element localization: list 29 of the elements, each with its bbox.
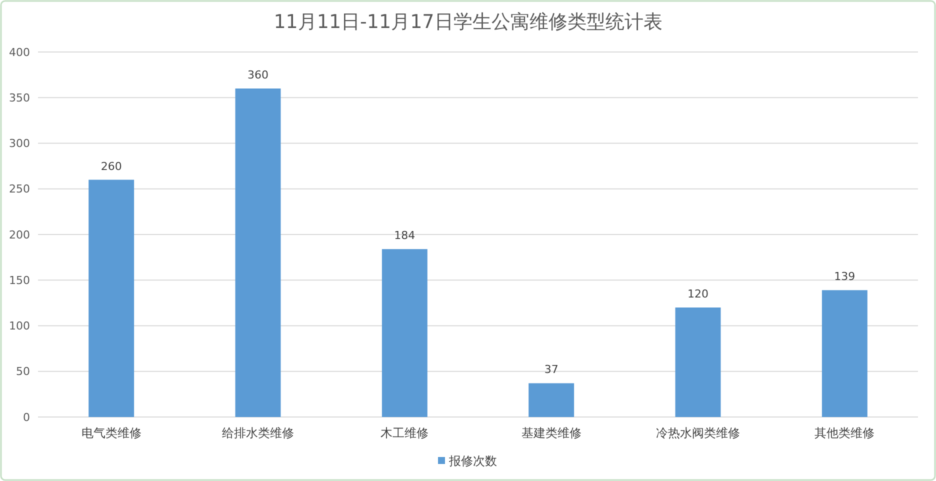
- y-tick-label: 100: [9, 320, 30, 333]
- y-tick-label: 300: [9, 137, 30, 150]
- chart-title: 11月11日-11月17日学生公寓维修类型统计表: [274, 11, 662, 33]
- y-tick-label: 400: [9, 46, 30, 59]
- bar: [88, 180, 134, 417]
- x-tick-label: 冷热水阀类维修: [656, 426, 740, 440]
- y-tick-label: 250: [9, 182, 30, 196]
- x-tick-label: 给排水类维修: [222, 426, 294, 440]
- data-label: 360: [248, 68, 268, 82]
- y-tick-label: 50: [16, 365, 30, 378]
- x-tick-label: 其他类维修: [814, 426, 875, 440]
- legend-label: 报修次数: [448, 454, 497, 468]
- y-tick-label: 350: [9, 91, 30, 104]
- bar: [382, 249, 428, 417]
- x-tick-label: 电气类维修: [81, 426, 142, 440]
- data-label: 260: [100, 160, 122, 173]
- data-label: 120: [688, 288, 708, 300]
- bar: [235, 88, 281, 417]
- y-tick-label: 0: [23, 410, 30, 424]
- y-tick-label: 200: [9, 228, 30, 242]
- data-label: 139: [834, 270, 856, 284]
- data-label: 37: [544, 363, 558, 376]
- bar: [675, 308, 721, 417]
- x-tick-label: 木工维修: [380, 426, 429, 440]
- x-tick-label: 基建类维修: [521, 426, 582, 440]
- bar: [822, 290, 868, 417]
- bar: [528, 383, 574, 417]
- y-tick-label: 150: [9, 274, 30, 287]
- data-label: 184: [394, 229, 416, 242]
